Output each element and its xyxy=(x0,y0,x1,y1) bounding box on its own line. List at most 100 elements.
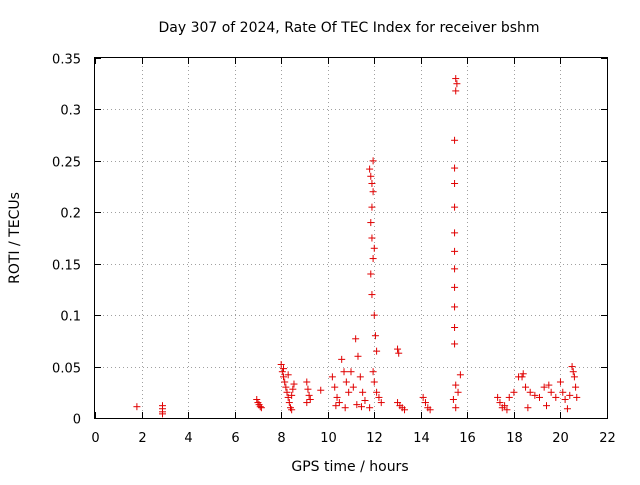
data-point xyxy=(573,393,581,401)
data-point xyxy=(547,388,555,396)
data-point xyxy=(369,157,377,165)
x-tick-label: 16 xyxy=(459,431,476,446)
data-point xyxy=(451,303,459,311)
data-point xyxy=(352,335,360,343)
data-point xyxy=(452,381,460,389)
data-point xyxy=(370,378,378,386)
data-point xyxy=(366,404,374,412)
data-point xyxy=(561,395,569,403)
data-point xyxy=(345,388,353,396)
data-point xyxy=(368,203,376,211)
data-point xyxy=(572,383,580,391)
data-point xyxy=(133,403,141,411)
y-tick-label: 0.05 xyxy=(52,362,81,377)
data-point xyxy=(556,378,564,386)
data-point xyxy=(451,229,459,237)
data-point xyxy=(354,352,362,360)
data-point xyxy=(366,165,374,173)
data-point xyxy=(367,219,375,227)
data-point xyxy=(377,399,385,407)
data-point xyxy=(281,378,289,386)
data-point xyxy=(503,406,511,414)
data-point xyxy=(526,388,534,396)
data-point xyxy=(370,244,378,252)
data-point xyxy=(306,395,314,403)
data-point xyxy=(426,406,434,414)
data-point xyxy=(368,234,376,242)
data-point xyxy=(518,373,526,381)
x-axis-ticks: 0 2 4 6 8 10 12 14 16 18 20 22 xyxy=(91,58,616,446)
data-point xyxy=(331,383,339,391)
data-point xyxy=(451,164,459,172)
data-point xyxy=(456,371,464,379)
data-point xyxy=(563,405,571,413)
data-point xyxy=(347,368,355,376)
data-point xyxy=(522,383,530,391)
data-point xyxy=(566,391,574,399)
data-point xyxy=(419,393,427,401)
data-point xyxy=(256,403,264,411)
data-point xyxy=(357,403,365,411)
data-point xyxy=(559,388,567,396)
data-point xyxy=(368,179,376,187)
data-point xyxy=(333,393,341,401)
data-point xyxy=(340,368,348,376)
y-tick-label: 0.2 xyxy=(60,207,81,222)
data-point xyxy=(451,203,459,211)
data-point xyxy=(453,80,461,88)
data-point xyxy=(328,373,336,381)
x-tick-label: 20 xyxy=(552,431,569,446)
data-point xyxy=(283,388,291,396)
data-point xyxy=(370,311,378,319)
x-tick-label: 8 xyxy=(277,431,285,446)
x-tick-label: 4 xyxy=(184,431,192,446)
data-point xyxy=(452,87,460,95)
data-point xyxy=(290,380,298,388)
data-point xyxy=(568,363,576,371)
data-point xyxy=(531,391,539,399)
data-point xyxy=(356,373,364,381)
data-point xyxy=(536,393,544,401)
data-point xyxy=(361,397,369,405)
data-point xyxy=(394,345,402,353)
data-point xyxy=(280,365,288,373)
data-points xyxy=(133,75,581,418)
data-point xyxy=(253,395,261,403)
data-point xyxy=(545,381,553,389)
y-axis-label: ROTI / TECUs xyxy=(7,192,23,284)
data-point xyxy=(277,361,285,369)
data-point xyxy=(257,404,265,412)
data-point xyxy=(375,393,383,401)
data-point xyxy=(369,255,377,263)
data-point xyxy=(288,406,296,414)
chart-title: Day 307 of 2024, Rate Of TEC Index for r… xyxy=(158,20,539,36)
data-point xyxy=(289,385,297,393)
data-point xyxy=(496,399,504,407)
data-point xyxy=(494,393,502,401)
data-point xyxy=(542,402,550,410)
data-point xyxy=(282,383,290,391)
data-point xyxy=(519,370,527,378)
data-point xyxy=(335,399,343,407)
data-point xyxy=(451,247,459,255)
data-point xyxy=(540,383,548,391)
data-point xyxy=(373,388,381,396)
data-point xyxy=(421,399,429,407)
data-point xyxy=(569,368,577,376)
x-tick-label: 22 xyxy=(599,431,616,446)
data-point xyxy=(570,373,578,381)
data-point xyxy=(451,179,459,187)
data-point xyxy=(524,404,532,412)
data-point xyxy=(451,136,459,144)
data-point xyxy=(449,395,457,403)
data-point xyxy=(451,265,459,273)
y-tick-label: 0.15 xyxy=(52,259,81,274)
data-point xyxy=(349,383,357,391)
y-tick-label: 0 xyxy=(73,413,81,428)
data-point xyxy=(369,368,377,376)
data-point xyxy=(368,291,376,299)
x-tick-label: 0 xyxy=(91,431,99,446)
y-axis-ticks: 0 0.05 0.1 0.15 0.2 0.25 0.3 0.35 xyxy=(52,53,607,428)
